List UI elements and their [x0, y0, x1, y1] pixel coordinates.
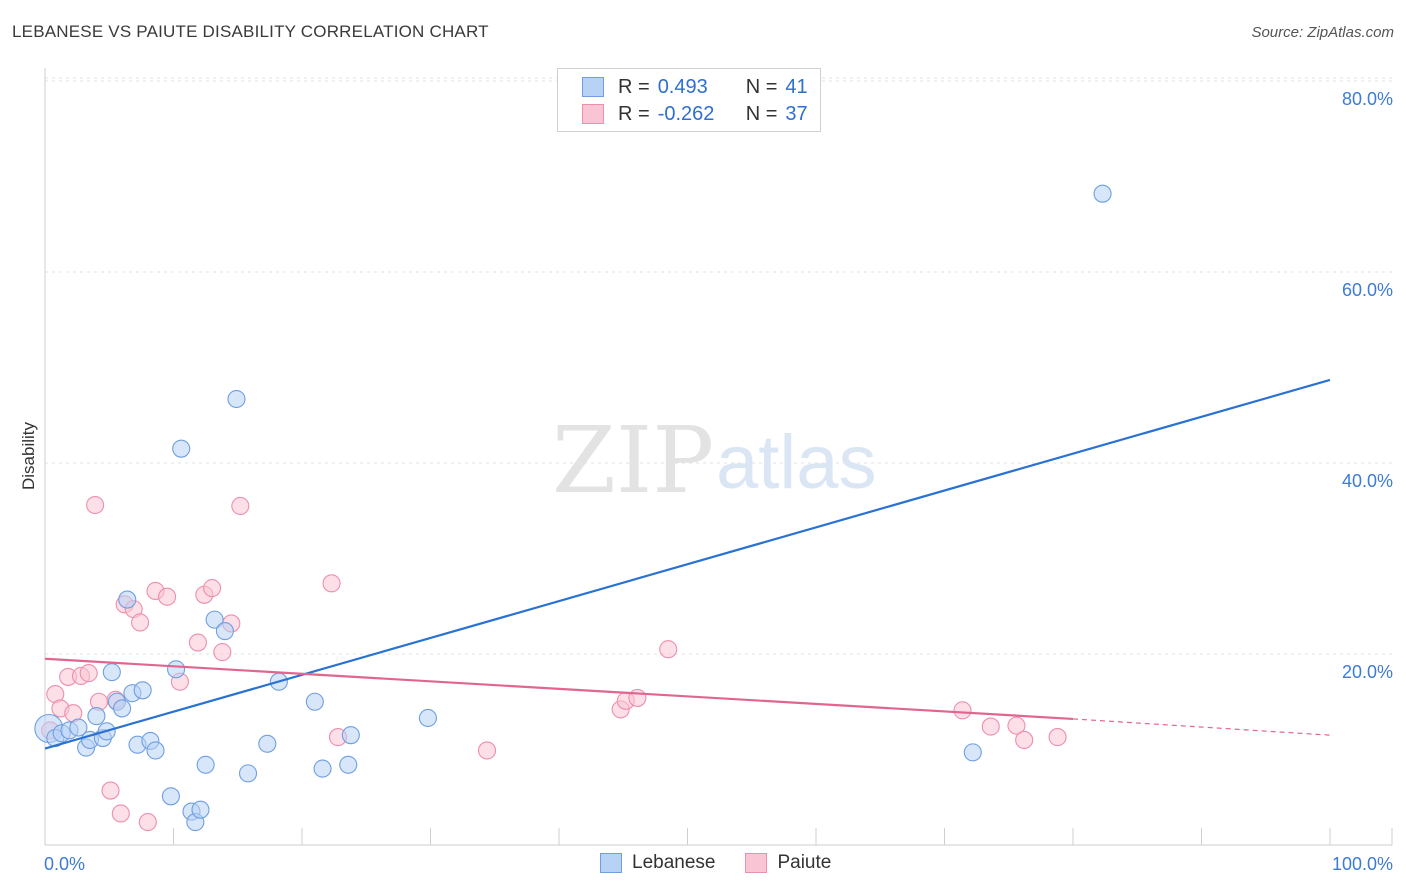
paiute-point: [101, 781, 120, 800]
paiute-point: [188, 633, 207, 652]
lebanese-point: [339, 755, 358, 774]
lebanese-point: [196, 755, 215, 774]
paiute-point: [131, 613, 150, 632]
paiute-point: [1015, 730, 1034, 750]
legend-r-label: R =: [618, 102, 650, 125]
lebanese-point: [172, 439, 191, 458]
watermark-atlas: atlas: [716, 420, 877, 505]
lebanese-point: [963, 743, 982, 762]
legend-row-lebanese: R = 0.493 N = 41: [582, 75, 808, 99]
legend-n-value: 41: [785, 75, 808, 98]
legend-item-paiute: Paiute: [745, 852, 831, 874]
lebanese-point: [418, 708, 437, 728]
paiute-point: [158, 587, 177, 606]
paiute-point: [1048, 728, 1067, 747]
lebanese-point: [113, 699, 132, 718]
legend-item-lebanese: Lebanese: [600, 852, 715, 874]
paiute-point: [477, 741, 497, 760]
chart-title: LEBANESE VS PAIUTE DISABILITY CORRELATIO…: [12, 22, 489, 41]
correlation-legend: R = 0.493 N = 41 R = -0.262 N = 37: [557, 68, 821, 132]
paiute-trend-line: [44, 657, 1074, 721]
paiute-points: [41, 495, 1067, 832]
x-tick-label: 0.0%: [44, 854, 85, 874]
legend-n-label: N =: [745, 102, 778, 125]
lebanese-points: [34, 184, 1112, 832]
paiute-point: [953, 701, 972, 720]
legend-r-label: R =: [618, 75, 650, 98]
lebanese-point: [227, 389, 246, 409]
paiute-point: [231, 496, 250, 516]
x-tick-label: 100.0%: [1332, 854, 1393, 874]
lebanese-point: [69, 718, 88, 737]
paiute-trend-extension: [1072, 718, 1331, 736]
source-label: Source: ZipAtlas.com: [1251, 24, 1394, 41]
legend-row-paiute: R = -0.262 N = 37: [582, 102, 808, 126]
y-tick-label: 80.0%: [1342, 89, 1393, 109]
paiute-point: [111, 804, 130, 823]
lebanese-point: [258, 734, 277, 753]
lebanese-point: [305, 692, 324, 711]
lebanese-point: [133, 681, 152, 700]
paiute-legend-label: Paiute: [777, 852, 832, 873]
trend-lines: [44, 378, 1331, 750]
watermark-zip: ZIP: [552, 407, 714, 514]
lebanese-point: [102, 663, 121, 682]
lebanese-point: [87, 707, 106, 726]
paiute-point: [981, 717, 1000, 736]
paiute-legend-swatch: [745, 853, 768, 873]
lebanese-point: [238, 764, 258, 783]
legend-n-value: 37: [785, 102, 808, 125]
lebanese-point: [191, 800, 210, 819]
y-tick-label: 20.0%: [1342, 662, 1393, 682]
lebanese-point: [205, 610, 224, 629]
lebanese-legend-swatch: [600, 853, 622, 873]
lebanese-point: [146, 741, 165, 760]
lebanese-point: [313, 759, 332, 778]
lebanese-point: [341, 726, 360, 745]
lebanese-point: [167, 660, 186, 679]
paiute-point: [1007, 716, 1026, 735]
paiute-point: [659, 640, 678, 659]
y-tick-label: 40.0%: [1342, 471, 1393, 491]
lebanese-swatch: [582, 77, 604, 97]
legend-n-label: N =: [745, 75, 778, 98]
paiute-point: [213, 643, 232, 662]
lebanese-point: [215, 622, 234, 641]
y-tick-label: 60.0%: [1342, 280, 1393, 300]
lebanese-point: [161, 787, 180, 806]
lebanese-trend-line: [44, 378, 1331, 750]
lebanese-point: [1093, 184, 1112, 203]
paiute-point: [628, 688, 647, 707]
paiute-point: [322, 574, 341, 593]
paiute-swatch: [582, 104, 604, 124]
paiute-point: [86, 495, 105, 515]
series-legend: Lebanese Paiute: [600, 852, 861, 874]
legend-r-value: -0.262: [657, 102, 715, 125]
paiute-point: [203, 579, 222, 598]
lebanese-legend-label: Lebanese: [632, 852, 716, 873]
lebanese-point: [118, 590, 137, 609]
paiute-point: [79, 664, 98, 683]
paiute-point: [138, 813, 157, 832]
axis-labels: 20.0% 40.0% 60.0% 80.0% 0.0% 100.0%: [44, 89, 1393, 874]
y-axis-label: Disability: [19, 421, 38, 490]
legend-r-value: 0.493: [657, 75, 708, 98]
grid-lines: [45, 77, 1392, 655]
